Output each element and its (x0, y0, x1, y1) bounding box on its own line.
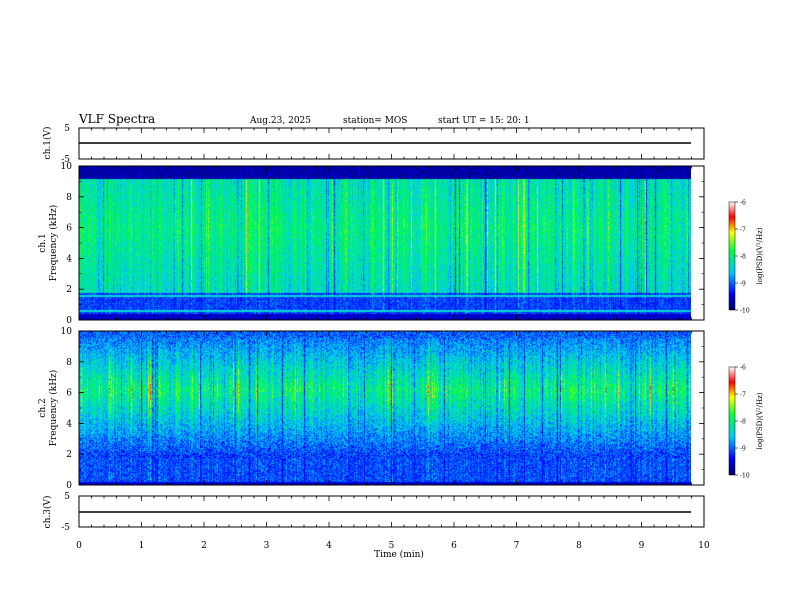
ch1-spectrogram-ylabel-frequency: Frequency (kHz) (48, 205, 59, 282)
ch2-spectrogram-panel: 0 2 4 6 8 10 ch.2 Frequency (kHz) -6 -7 -8 -9 -10… (38, 327, 764, 491)
ch1-spectrogram-ytick-label: 0 (66, 316, 72, 326)
ch3-waveform-ticks (78, 496, 705, 527)
ch2-spectrogram-ylabel-channel: ch.2 (38, 398, 48, 417)
x-tick-label: 7 (514, 541, 520, 551)
ch3-waveform-ylabel: ch.3(V) (42, 496, 53, 529)
ch2-colorbar (728, 366, 736, 476)
x-axis-tick-labels: 0 1 2 3 4 5 6 7 8 9 10 (76, 541, 710, 551)
ch3-waveform-ytick-bottom: -5 (61, 523, 70, 533)
ch2-colorbar-tick-label: -7 (740, 392, 746, 399)
ch2-spectrogram-ytick-label: 10 (61, 327, 73, 337)
x-tick-label: 1 (139, 541, 145, 551)
ch1-spectrogram-ytick-label: 4 (66, 254, 72, 264)
ch2-spectrogram-yticks: 0 2 4 6 8 10 (61, 327, 704, 491)
ch1-colorbar-ticks: -6 -7 -8 -9 -10 (735, 200, 750, 315)
ch1-spectrogram-panel: 0 2 4 6 8 10 ch.1 Frequency (kHz) -6 -7 -8 -9 -10… (38, 162, 764, 326)
ch1-waveform-ticks (78, 128, 705, 159)
ch1-spectrogram-ticks (78, 166, 705, 320)
ch2-colorbar-tick-label: -9 (740, 446, 746, 453)
ch2-spectrogram-ytick-label: 6 (66, 389, 72, 399)
start-time-label: start UT = 15: 20: 1 (438, 116, 530, 126)
station-label: station= MOS (343, 116, 407, 126)
ch1-colorbar (728, 201, 736, 311)
ch2-colorbar-tick-label: -6 (740, 365, 746, 372)
x-tick-label: 0 (76, 541, 82, 551)
x-tick-label: 3 (264, 541, 270, 551)
ch2-spectrogram-image (79, 331, 691, 485)
ch3-waveform-panel: 5 -5 ch.3(V) (42, 492, 705, 533)
ch1-spectrogram-ylabel-channel: ch.1 (38, 233, 48, 252)
ch2-spectrogram-ytick-label: 4 (66, 419, 72, 429)
x-tick-label: 4 (326, 541, 332, 551)
ch1-waveform-panel: 5 -5 ch.1(V) (42, 124, 705, 165)
ch2-spectrogram-ytick-label: 2 (66, 450, 72, 460)
ch1-colorbar-tick-label: -7 (740, 227, 746, 234)
x-tick-label: 6 (451, 541, 457, 551)
x-axis-label: Time (min) (374, 549, 424, 560)
date-label: Aug.23, 2025 (249, 116, 311, 126)
ch1-waveform-ylabel: ch.1(V) (42, 127, 53, 160)
ch2-colorbar-label: log(PSD)(V²/Hz) (756, 392, 764, 449)
figure-title: VLF Spectra (78, 112, 155, 126)
ch2-spectrogram-ytick-label: 0 (66, 481, 72, 491)
ch2-colorbar-tick-label: -8 (740, 419, 746, 426)
ch1-colorbar-label: log(PSD)(V²/Hz) (756, 227, 764, 284)
ch2-spectrogram-ytick-label: 8 (66, 358, 72, 368)
ch2-colorbar-ticks: -6 -7 -8 -9 -10 (735, 365, 750, 480)
x-tick-label: 10 (698, 541, 710, 551)
ch1-waveform-ytick-bottom: -5 (61, 155, 70, 165)
ch1-waveform-ytick-top: 5 (64, 124, 70, 134)
ch3-waveform-ytick-top: 5 (64, 492, 70, 502)
ch1-spectrogram-ytick-label: 2 (66, 285, 72, 295)
ch1-colorbar-tick-label: -8 (740, 254, 746, 261)
ch1-spectrogram-image (79, 166, 691, 320)
x-tick-label: 2 (201, 541, 207, 551)
x-tick-label: 5 (389, 541, 395, 551)
x-tick-label: 8 (576, 541, 582, 551)
ch1-colorbar-tick-label: -6 (740, 200, 746, 207)
x-tick-label: 9 (639, 541, 645, 551)
ch2-colorbar-tick-label: -10 (740, 473, 750, 480)
ch1-spectrogram-ytick-label: 10 (61, 162, 73, 172)
ch1-spectrogram-ytick-label: 6 (66, 224, 72, 234)
ch2-spectrogram-ylabel-frequency: Frequency (kHz) (48, 370, 59, 447)
ch1-colorbar-tick-label: -10 (740, 308, 750, 315)
ch1-spectrogram-ytick-label: 8 (66, 193, 72, 203)
ch2-spectrogram-ticks (78, 331, 705, 485)
ch1-spectrogram-yticks: 0 2 4 6 8 10 (61, 162, 704, 326)
ch1-colorbar-tick-label: -9 (740, 281, 746, 288)
